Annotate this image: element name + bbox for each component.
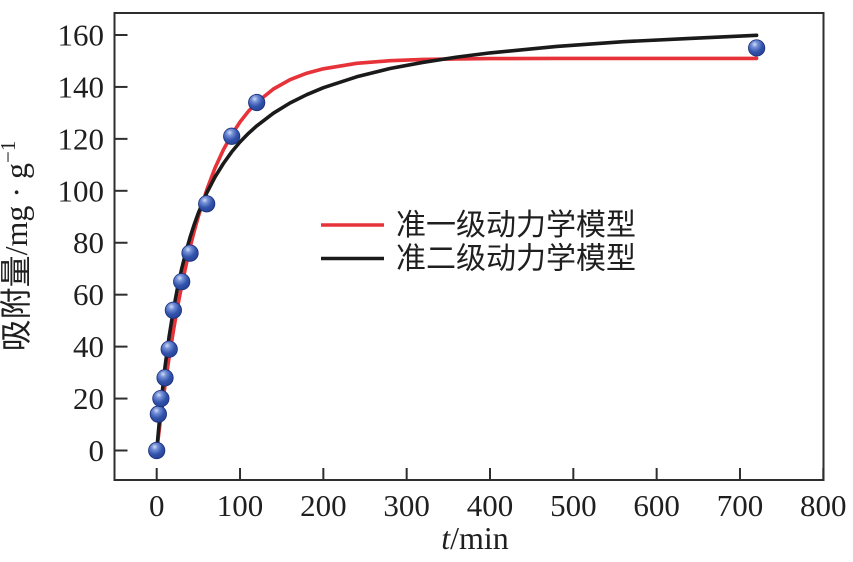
x-tick-label: 100 (217, 488, 264, 523)
y-tick-label: 20 (73, 381, 104, 416)
x-tick-label: 400 (467, 488, 514, 523)
y-tick-label: 100 (58, 173, 105, 208)
data-point (149, 405, 167, 423)
legend: 准一级动力学模型 准二级动力学模型 (321, 209, 636, 276)
x-tick-label: 700 (717, 488, 764, 523)
legend-label-pseudo-first-order: 准一级动力学模型 (396, 209, 636, 242)
data-point (160, 340, 178, 358)
data-point (248, 93, 266, 112)
data-point (164, 301, 182, 319)
y-axis-ticks: 0 20 40 60 80 100 120 140 160 (58, 17, 128, 468)
y-tick-label: 140 (58, 69, 105, 104)
plot-frame (113, 12, 825, 481)
x-axis-title: t/min (441, 520, 509, 556)
data-point (198, 195, 216, 213)
data-point (748, 39, 766, 57)
x-tick-label: 0 (149, 488, 165, 523)
x-tick-label: 600 (633, 488, 680, 523)
x-tick-label: 300 (383, 488, 430, 523)
x-axis-ticks: 0 100 200 300 400 500 600 700 800 (149, 468, 847, 523)
data-point (152, 389, 170, 408)
data-point (148, 441, 166, 460)
x-tick-label: 500 (550, 488, 597, 523)
data-point (181, 244, 199, 262)
y-tick-label: 160 (58, 17, 105, 52)
y-tick-label: 40 (73, 329, 104, 364)
y-tick-label: 60 (73, 277, 104, 312)
y-axis-title: 吸附量/mg · g−1 (0, 141, 34, 352)
y-tick-label: 80 (73, 225, 104, 260)
x-tick-label: 800 (800, 488, 847, 523)
data-point (173, 273, 191, 291)
legend-label-pseudo-second-order: 准二级动力学模型 (396, 243, 636, 276)
data-points (148, 39, 766, 460)
y-tick-label: 0 (89, 433, 105, 468)
data-point (156, 369, 174, 387)
y-tick-label: 120 (58, 121, 105, 156)
x-tick-label: 200 (300, 488, 347, 523)
data-point (223, 127, 241, 145)
